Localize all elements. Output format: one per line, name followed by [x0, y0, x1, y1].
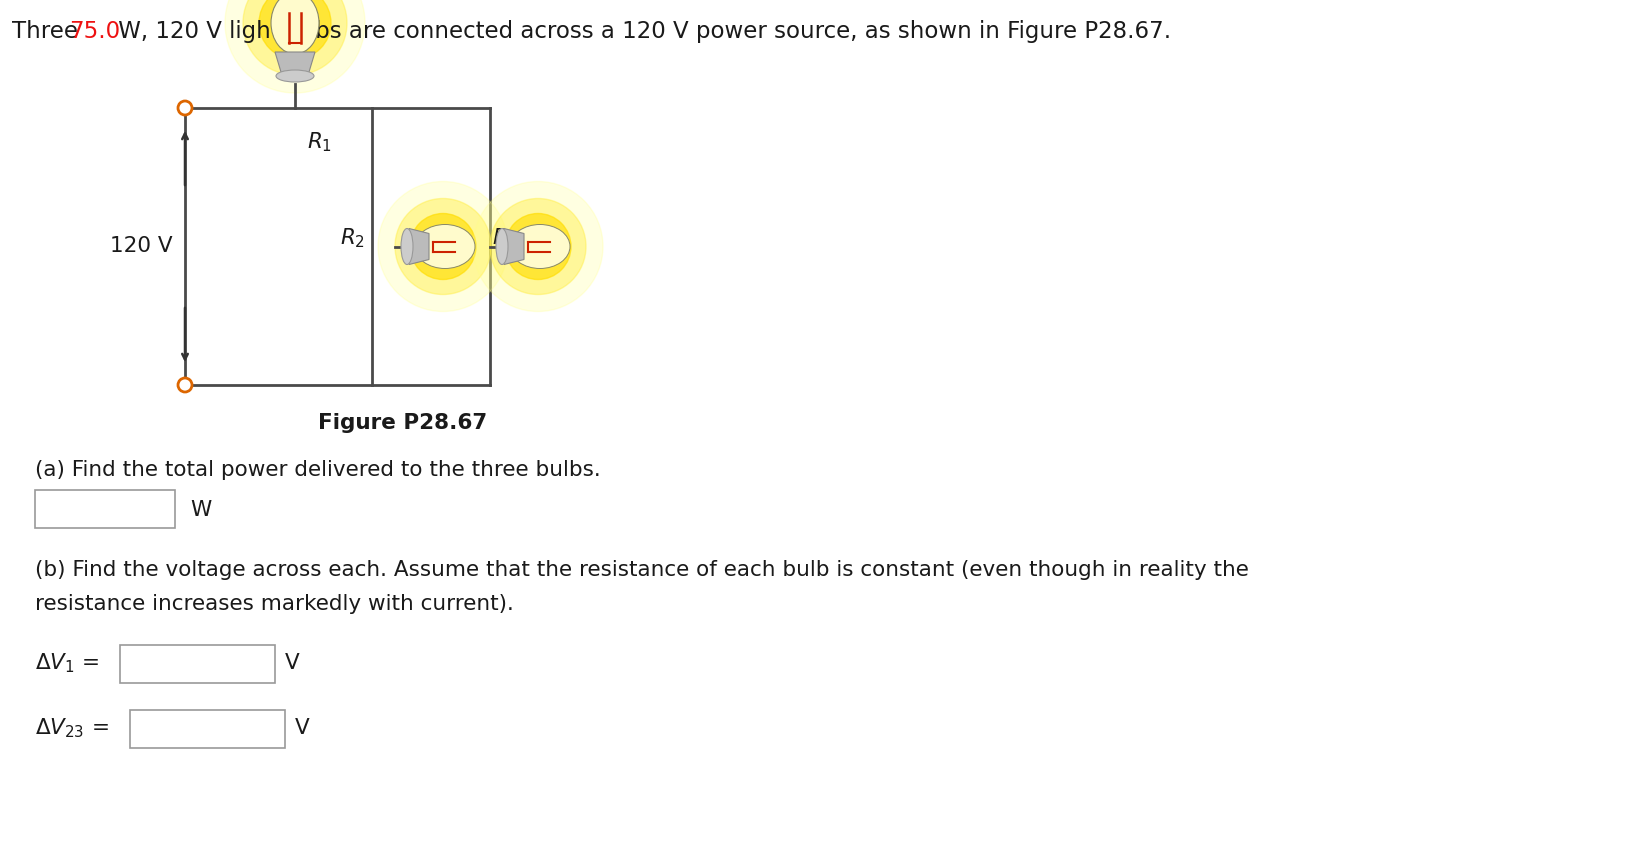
Polygon shape: [505, 229, 524, 265]
Text: $\Delta V_{23}$ =: $\Delta V_{23}$ =: [35, 716, 109, 740]
Text: resistance increases markedly with current).: resistance increases markedly with curre…: [35, 594, 515, 614]
FancyBboxPatch shape: [120, 645, 275, 683]
Circle shape: [178, 101, 192, 115]
Text: (b) Find the voltage across each. Assume that the resistance of each bulb is con: (b) Find the voltage across each. Assume…: [35, 560, 1249, 580]
Text: W, 120 V lightbulbs are connected across a 120 V power source, as shown in Figur: W, 120 V lightbulbs are connected across…: [112, 20, 1171, 43]
Text: $R_2$: $R_2$: [340, 227, 365, 250]
Ellipse shape: [401, 229, 413, 265]
Ellipse shape: [271, 0, 319, 54]
Ellipse shape: [496, 229, 508, 265]
Ellipse shape: [414, 224, 475, 268]
Circle shape: [395, 199, 492, 294]
FancyBboxPatch shape: [35, 490, 174, 528]
Text: 120 V: 120 V: [110, 237, 173, 256]
Circle shape: [243, 0, 347, 75]
Text: (a) Find the total power delivered to the three bulbs.: (a) Find the total power delivered to th…: [35, 460, 600, 480]
Polygon shape: [275, 52, 316, 72]
Circle shape: [260, 0, 330, 59]
FancyBboxPatch shape: [130, 710, 284, 748]
Text: $\Delta V_1$ =: $\Delta V_1$ =: [35, 651, 99, 675]
Text: $R_1$: $R_1$: [307, 130, 332, 154]
Circle shape: [473, 181, 603, 311]
Circle shape: [505, 213, 570, 280]
Text: Three: Three: [12, 20, 85, 43]
Text: V: V: [284, 653, 299, 673]
Ellipse shape: [510, 224, 570, 268]
Text: $R_3$: $R_3$: [492, 227, 518, 250]
Circle shape: [409, 213, 477, 280]
Circle shape: [378, 181, 508, 311]
Polygon shape: [409, 229, 429, 265]
Text: V: V: [294, 718, 309, 738]
Circle shape: [490, 199, 585, 294]
Circle shape: [225, 0, 365, 93]
Text: W: W: [191, 500, 210, 520]
Text: Figure P28.67: Figure P28.67: [317, 413, 487, 433]
Circle shape: [178, 378, 192, 392]
Text: 75.0: 75.0: [69, 20, 120, 43]
Ellipse shape: [276, 70, 314, 82]
